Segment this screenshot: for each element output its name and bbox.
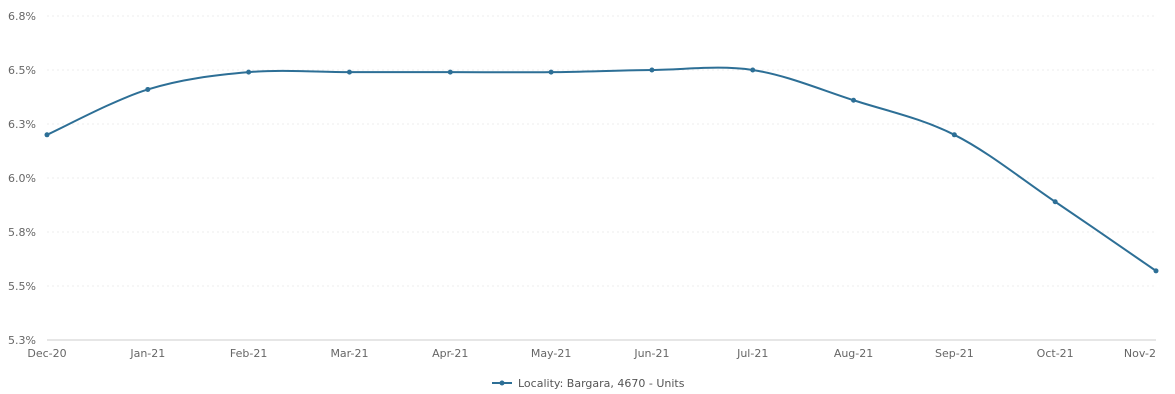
legend[interactable]: Locality: Bargara, 4670 - Units	[492, 377, 685, 390]
data-point[interactable]	[1052, 199, 1058, 205]
x-axis: Dec-20 Jan-21 Feb-21 Mar-21 Apr-21 May-21 Jun-…	[27, 339, 1156, 360]
y-axis: 6.8% 6.5% 6.3% 6.0% 5.8% 5.5% 5.3%	[8, 10, 36, 347]
y-tick-label: 6.5%	[8, 64, 36, 77]
y-tick-label: 6.3%	[8, 118, 36, 131]
series-line	[46, 66, 1157, 272]
x-tick-label: May-21	[531, 347, 572, 360]
data-point[interactable]	[1153, 268, 1159, 274]
x-tick-label: Feb-21	[230, 347, 267, 360]
data-point[interactable]	[346, 69, 352, 75]
x-tick-label: Jan-21	[129, 347, 165, 360]
y-tick-label: 5.3%	[8, 334, 36, 347]
series-layer	[44, 66, 1159, 274]
data-point[interactable]	[447, 69, 453, 75]
data-point[interactable]	[951, 132, 957, 138]
x-tick-label: Apr-21	[432, 347, 468, 360]
grid-lines	[47, 15, 1156, 341]
legend-label[interactable]: Locality: Bargara, 4670 - Units	[518, 377, 685, 390]
data-point[interactable]	[548, 69, 554, 75]
data-point[interactable]	[649, 67, 655, 73]
y-tick-label: 5.8%	[8, 226, 36, 239]
x-tick-label: Jun-21	[633, 347, 669, 360]
data-point[interactable]	[44, 132, 50, 138]
x-tick-label: Sep-21	[935, 347, 974, 360]
y-tick-label: 6.8%	[8, 10, 36, 23]
x-tick-label: Jul-21	[736, 347, 768, 360]
legend-marker	[499, 380, 505, 386]
x-tick-label: Aug-21	[834, 347, 873, 360]
y-tick-label: 6.0%	[8, 172, 36, 185]
x-tick-label: Mar-21	[330, 347, 368, 360]
x-tick-label: Oct-21	[1037, 347, 1074, 360]
data-point[interactable]	[246, 69, 252, 75]
data-point[interactable]	[851, 97, 857, 103]
data-point[interactable]	[145, 86, 151, 92]
data-point[interactable]	[750, 67, 756, 73]
y-tick-label: 5.5%	[8, 280, 36, 293]
x-tick-label: Nov-2	[1124, 347, 1156, 360]
x-tick-label: Dec-20	[27, 347, 66, 360]
